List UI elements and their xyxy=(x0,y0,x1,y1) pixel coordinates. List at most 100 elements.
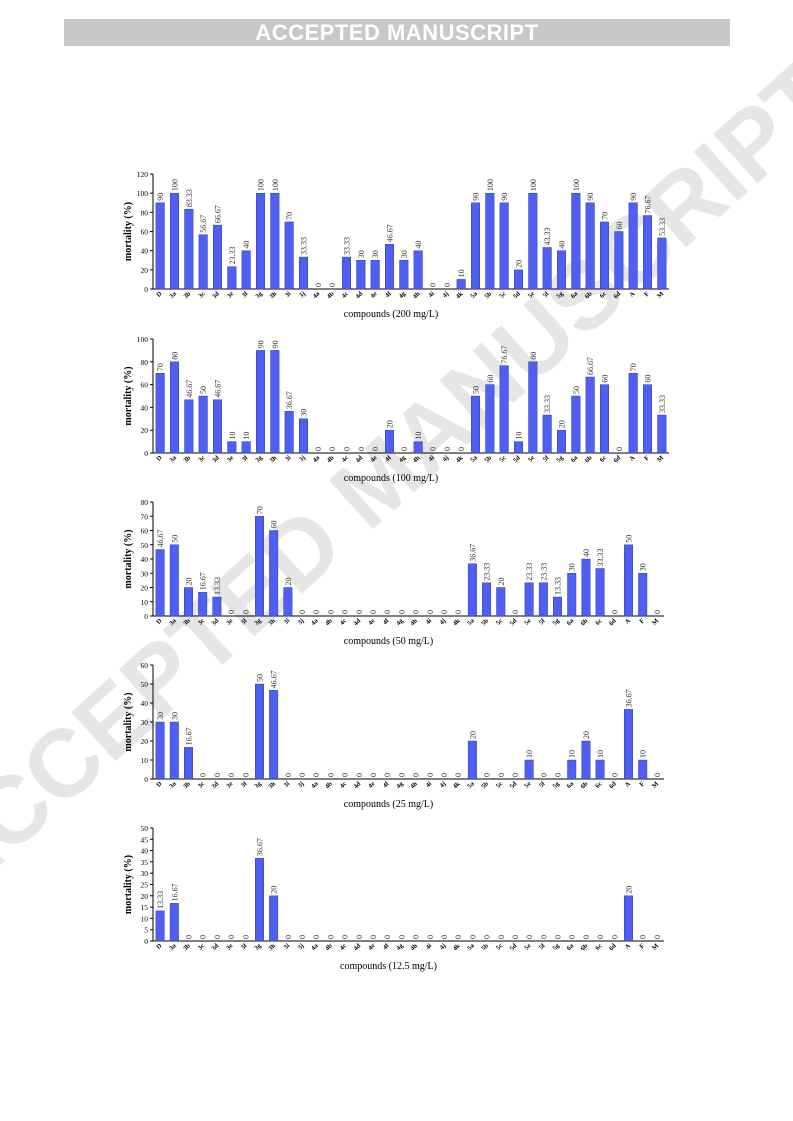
x-tick-label: 3a xyxy=(168,290,178,300)
x-tick-label: 3a xyxy=(168,942,178,952)
bar-M xyxy=(657,237,667,290)
data-label: 0 xyxy=(355,610,364,614)
x-tick-label: 3f xyxy=(241,290,250,299)
data-label: 0 xyxy=(539,773,548,777)
x-tick-label: 5a xyxy=(466,942,476,952)
data-label: 0 xyxy=(568,935,577,939)
x-tick-label: 4j xyxy=(439,942,448,951)
x-axis-title: compounds (12.5 mg/L) xyxy=(340,961,437,972)
bar-6b xyxy=(581,558,591,617)
x-tick-label: 4a xyxy=(310,942,320,952)
x-tick-label: 4a xyxy=(310,780,320,790)
x-tick-label: 4d xyxy=(352,617,362,627)
bar-6a xyxy=(567,573,577,617)
bar-D xyxy=(155,910,165,942)
bar-5g xyxy=(553,596,562,617)
x-tick-label: 3b xyxy=(182,617,192,627)
data-label: 0 xyxy=(369,935,378,939)
bar-5b xyxy=(482,582,492,617)
bar-4f xyxy=(385,430,395,454)
x-tick-label: 6a xyxy=(570,290,580,300)
bar-3c xyxy=(198,234,208,290)
bar-5a xyxy=(471,202,481,290)
x-tick-label: D xyxy=(155,290,163,298)
data-label: 0 xyxy=(213,773,222,777)
data-label: 50 xyxy=(255,674,264,682)
data-label: 0 xyxy=(328,283,337,287)
data-label: 100 xyxy=(529,179,538,191)
data-label: 30 xyxy=(156,712,165,720)
bar-5f xyxy=(538,582,548,617)
bar-3e xyxy=(227,441,237,454)
data-label: 100 xyxy=(572,179,581,191)
y-tick-label: 80 xyxy=(141,358,149,367)
y-tick-label: 20 xyxy=(141,584,149,593)
data-label: 20 xyxy=(184,578,193,586)
bar-4f xyxy=(385,244,395,290)
bar-3h xyxy=(270,192,280,290)
x-tick-label: 4f xyxy=(382,942,391,951)
bar-5c xyxy=(499,365,509,454)
x-tick-label: 5b xyxy=(483,454,493,464)
data-label: 0 xyxy=(355,773,364,777)
bar-3g xyxy=(254,516,264,617)
x-tick-label: 4h xyxy=(409,780,419,790)
bar-6c xyxy=(600,384,610,454)
x-tick-label: 3b xyxy=(182,942,192,952)
x-tick-label: 4j xyxy=(439,617,448,626)
y-tick-label: 80 xyxy=(141,498,149,507)
y-tick-label: 40 xyxy=(141,555,149,564)
data-label: 0 xyxy=(227,773,236,777)
data-label: 90 xyxy=(472,193,481,201)
data-label: 0 xyxy=(554,773,563,777)
x-tick-label: 5b xyxy=(480,942,490,952)
y-tick-label: 60 xyxy=(141,381,149,390)
data-label: 46.67 xyxy=(270,670,279,688)
x-tick-label: 5c xyxy=(498,290,507,299)
data-label: 0 xyxy=(525,935,534,939)
data-label: 0 xyxy=(341,610,350,614)
x-tick-label: 6b xyxy=(580,617,590,627)
x-tick-label: 4k xyxy=(452,780,462,790)
bar-5e xyxy=(524,759,534,780)
data-label: 33.33 xyxy=(543,395,552,413)
x-tick-label: 4f xyxy=(382,617,391,626)
x-tick-label: 5b xyxy=(483,290,493,300)
data-label: 20 xyxy=(558,420,567,428)
x-tick-label: 5d xyxy=(509,942,519,952)
x-tick-label: 3e xyxy=(225,617,234,626)
data-label: 40 xyxy=(242,241,251,249)
x-tick-label: 5e xyxy=(523,780,532,789)
data-label: 0 xyxy=(653,773,662,777)
bar-4e xyxy=(370,260,380,290)
y-tick-label: 100 xyxy=(137,189,149,198)
data-label: 40 xyxy=(558,241,567,249)
x-tick-label: 6c xyxy=(594,617,603,626)
x-tick-label: 4g xyxy=(395,780,405,790)
data-label: 0 xyxy=(610,773,619,777)
y-tick-label: 100 xyxy=(137,335,149,344)
data-label: 100 xyxy=(171,179,180,191)
x-tick-label: 3h xyxy=(267,942,277,952)
bar-3a xyxy=(169,192,179,290)
data-label: 0 xyxy=(341,935,350,939)
x-tick-label: 6a xyxy=(566,942,576,952)
x-tick-label: 5g xyxy=(551,780,561,790)
data-label: 0 xyxy=(326,610,335,614)
y-tick-label: 20 xyxy=(141,266,149,275)
x-tick-label: 4k xyxy=(455,454,465,464)
data-label: 53.33 xyxy=(658,218,667,236)
x-tick-label: 4j xyxy=(441,454,450,463)
bar-3b xyxy=(184,747,193,780)
bar-3j xyxy=(299,256,309,290)
data-label: 0 xyxy=(284,773,293,777)
y-tick-label: 5 xyxy=(144,926,148,935)
data-label: 0 xyxy=(440,610,449,614)
x-tick-label: 4d xyxy=(354,290,364,300)
x-tick-label: A xyxy=(624,942,632,950)
x-tick-label: 6c xyxy=(599,454,608,463)
x-tick-label: 5a xyxy=(466,780,476,790)
bar-5e xyxy=(528,192,538,290)
x-tick-label: 3g xyxy=(253,780,263,790)
